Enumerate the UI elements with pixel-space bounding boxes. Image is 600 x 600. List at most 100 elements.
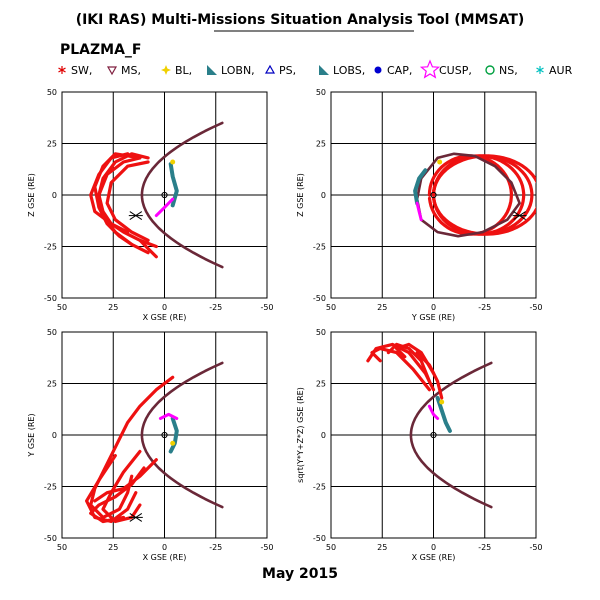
y-tick-label: -25: [44, 243, 57, 252]
solar-wind-trace: [138, 238, 158, 259]
x-tick-label: 25: [377, 303, 387, 312]
plot-area: [84, 361, 224, 524]
star-asterisk-icon: [58, 66, 66, 74]
y-tick-label: 50: [316, 88, 326, 97]
x-tick-label: 0: [162, 543, 167, 552]
y-axis-label: Y GSE (RE): [27, 413, 36, 457]
x-tick-label: -50: [529, 303, 542, 312]
solar-wind-trace: [105, 160, 150, 242]
y-tick-label: -50: [44, 534, 57, 543]
solar-wind-trace: [431, 154, 536, 236]
x-tick-label: -25: [478, 303, 491, 312]
earth-marker: [161, 191, 168, 199]
circle-open-icon: [485, 65, 495, 75]
solar-wind-trace: [97, 152, 150, 246]
cusp-trace: [427, 404, 440, 420]
legend-item-lobs: LOBS,: [319, 64, 365, 77]
plot-frame: [330, 331, 537, 539]
x-tick-label: -50: [260, 543, 273, 552]
x-tick-label: 0: [431, 303, 436, 312]
earth-marker: [161, 431, 168, 439]
legend-label: AUR: [549, 64, 573, 77]
cusp-trace: [415, 201, 423, 222]
x-tick-label: -50: [260, 303, 273, 312]
legend-item-ns: NS,: [485, 64, 518, 77]
x-tick-label: -25: [209, 543, 222, 552]
x-tick-label: 50: [326, 543, 336, 552]
legend-item-cusp: CUSP,: [419, 59, 472, 79]
lobe-trace: [168, 162, 179, 208]
y-tick-label: -25: [44, 483, 57, 492]
y-tick-label: 0: [52, 431, 57, 440]
y-tick-label: -25: [313, 243, 326, 252]
legend-item-lobn: LOBN,: [207, 64, 255, 77]
x-tick-label: 25: [108, 543, 118, 552]
magnetosheath-trace: [409, 361, 493, 509]
solar-wind-trace: [93, 458, 158, 503]
figure-title: (IKI RAS) Multi-Missions Situation Analy…: [76, 12, 525, 28]
panel-bottom-left: 50 25 0 -25 -50 -50 -25 0 25 50 X GSE (RE) Y GSE (R…: [27, 328, 274, 562]
boundary-layer-mark: [437, 159, 443, 165]
diamond-star-icon: [161, 65, 171, 75]
plot-frame: [61, 331, 268, 539]
x-tick-label: -25: [478, 543, 491, 552]
x-axis-label: X GSE (RE): [143, 313, 187, 322]
x-tick-label: 0: [431, 543, 436, 552]
y-tick-label: 25: [316, 380, 326, 389]
earth-marker: [430, 431, 437, 439]
legend-label: CAP,: [387, 64, 412, 77]
y-tick-label: 25: [47, 380, 57, 389]
legend-label: NS,: [499, 64, 518, 77]
y-tick-label: 25: [316, 140, 326, 149]
x-tick-label: 0: [162, 303, 167, 312]
legend-label: LOBN,: [221, 64, 255, 77]
plot-area: [89, 121, 224, 269]
triangle-fill-icon: [319, 65, 329, 75]
magnetosheath-trace: [140, 121, 224, 269]
boundary-layer-mark: [439, 399, 445, 405]
legend-item-aur: AUR: [536, 64, 573, 77]
legend-label: PS,: [279, 64, 296, 77]
solar-wind-trace: [427, 154, 513, 236]
cusp-trace: [154, 197, 175, 218]
cusp-trace: [158, 412, 179, 420]
x-axis-label: X GSE (RE): [143, 553, 187, 562]
solar-wind-trace: [415, 351, 444, 400]
date-label: May 2015: [262, 566, 338, 582]
y-tick-label: -50: [313, 294, 326, 303]
x-tick-label: 50: [326, 303, 336, 312]
legend-item-ps: PS,: [264, 64, 296, 77]
legend-item-ms: MS,: [106, 64, 141, 77]
y-tick-label: -50: [313, 534, 326, 543]
y-axis-label: Z GSE (RE): [27, 173, 36, 217]
asterisk-icon: [536, 66, 544, 74]
y-tick-label: 25: [47, 140, 57, 149]
lobe-trace: [435, 395, 452, 433]
magnetosheath-trace: [140, 361, 224, 509]
x-tick-label: 50: [57, 543, 67, 552]
solar-wind-trace: [89, 152, 130, 234]
legend: SW, MS, BL, LOBN, PS, LOBS, CAP, CUSP, NS, AUR: [58, 59, 573, 79]
legend-item-bl: BL,: [161, 64, 192, 77]
dot-icon: [374, 66, 382, 74]
legend-label: LOBS,: [333, 64, 365, 77]
x-tick-label: 25: [377, 543, 387, 552]
spacecraft-name: PLAZMA_F: [60, 42, 142, 58]
y-tick-label: 0: [52, 191, 57, 200]
plot-frame: [330, 91, 537, 299]
plot-frame: [61, 91, 268, 299]
triangle-down-icon: [106, 66, 118, 76]
earth-marker: [430, 191, 437, 199]
y-tick-label: -25: [313, 483, 326, 492]
y-axis-label: Z GSE (RE): [296, 173, 305, 217]
x-tick-label: 50: [57, 303, 67, 312]
y-tick-label: 50: [47, 328, 57, 337]
legend-item-sw: SW,: [58, 64, 92, 77]
legend-label: CUSP,: [439, 64, 472, 77]
x-tick-label: -50: [529, 543, 542, 552]
triangle-fill-icon: [207, 65, 217, 75]
y-tick-label: 50: [316, 328, 326, 337]
